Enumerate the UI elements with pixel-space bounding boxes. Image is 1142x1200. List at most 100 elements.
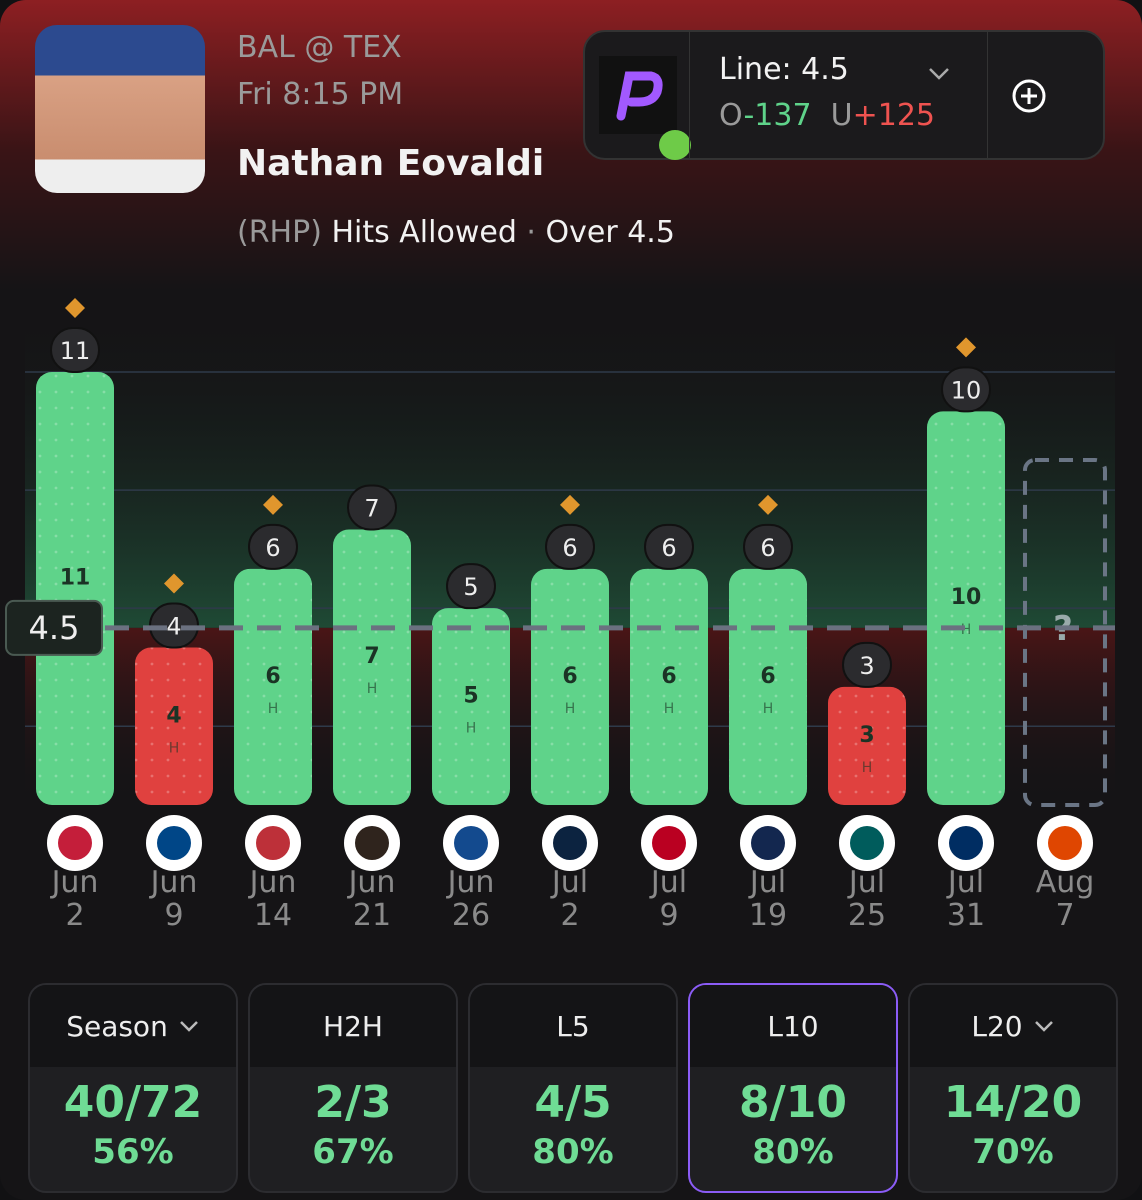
card-pct: 56% — [92, 1132, 174, 1172]
bar-texture — [36, 372, 114, 805]
over-odds[interactable]: -137 — [743, 98, 812, 133]
card-pct: 80% — [752, 1132, 834, 1172]
stat-card[interactable]: Season 40/72 56% — [28, 983, 238, 1193]
card-header: L20 — [910, 985, 1116, 1067]
card-label: L20 — [971, 1009, 1023, 1043]
bar-value: 11 — [60, 566, 91, 591]
chevron[interactable] — [1033, 1019, 1055, 1033]
x-tick-label: Jun 21 — [348, 865, 396, 933]
card-header: Season — [30, 985, 236, 1067]
value-badge — [842, 641, 892, 688]
x-tick-label: Aug 7 — [1035, 865, 1095, 933]
card-record: 2/3 — [314, 1077, 392, 1128]
bar-texture — [531, 568, 609, 805]
under-odds[interactable]: +125 — [852, 98, 935, 133]
badge-value: 3 — [859, 652, 874, 680]
flag-diamond — [164, 573, 184, 594]
bar-value: 3 — [859, 723, 874, 748]
bar-value: 6 — [265, 664, 280, 689]
card-label: Season — [66, 1009, 168, 1043]
team-logo-mark — [256, 826, 290, 860]
value-badge — [743, 523, 793, 570]
x-tick-label: Jun 9 — [150, 865, 198, 933]
bar-value: 10 — [951, 585, 982, 610]
bar-value: 5 — [463, 684, 478, 709]
x-tick-label: Jul 9 — [650, 865, 688, 933]
player-photo — [35, 25, 205, 193]
card-record: 8/10 — [739, 1077, 847, 1128]
value-badge — [941, 366, 991, 413]
pick: Over 4.5 — [545, 215, 675, 250]
bar-texture — [828, 686, 906, 805]
stat-card[interactable]: L5 4/5 80% — [468, 983, 678, 1193]
bar-texture — [729, 568, 807, 805]
card-header: L10 — [690, 985, 896, 1067]
badge-value: 7 — [364, 494, 379, 522]
card-record: 14/20 — [943, 1077, 1083, 1128]
bar-value: 6 — [661, 664, 676, 689]
position: (RHP) — [237, 215, 322, 250]
x-tick-label: Jul 31 — [946, 865, 986, 933]
stat-card[interactable]: H2H 2/3 67% — [248, 983, 458, 1193]
bar-value: 6 — [760, 664, 775, 689]
book-panel[interactable]: Line: 4.5 O-137 U+125 — [583, 30, 1105, 160]
team-logo-mark — [751, 826, 785, 860]
badge-value: 5 — [463, 573, 478, 601]
x-tick-label: Jul 19 — [748, 865, 788, 933]
bar-unit: H — [367, 681, 378, 697]
team-logo-mark — [157, 826, 191, 860]
team-logo-mark — [454, 826, 488, 860]
badge-value: 11 — [60, 337, 91, 365]
chevron[interactable] — [927, 66, 951, 82]
bar-texture — [234, 568, 312, 805]
stat: Hits Allowed — [331, 215, 517, 250]
x-tick-label: Jul 25 — [847, 865, 887, 933]
card-pct: 70% — [972, 1132, 1054, 1172]
stat-card[interactable]: L10 8/10 80% — [688, 983, 898, 1193]
x-tick-label: Jun 2 — [51, 865, 99, 933]
line-box — [5, 599, 103, 656]
value-badge — [347, 484, 397, 531]
line: Line: 4.5 — [719, 52, 849, 87]
badge-value: 10 — [951, 376, 982, 404]
bar-unit: H — [664, 701, 675, 717]
flag-diamond — [956, 337, 976, 358]
book-logo — [599, 56, 677, 134]
team-logo-mark — [1048, 826, 1082, 860]
pending-bar — [1023, 458, 1107, 807]
badge-value: 6 — [265, 534, 280, 562]
matchup: BAL @ TEX — [237, 30, 402, 65]
value-badge — [50, 327, 100, 373]
card-label: L5 — [556, 1009, 590, 1043]
card-record: 40/72 — [63, 1077, 203, 1128]
x-tick-label: Jul 2 — [551, 865, 589, 933]
bar-unit: H — [169, 740, 180, 756]
card-label: H2H — [323, 1009, 383, 1043]
under-label: U — [830, 98, 853, 133]
chevron[interactable] — [178, 1019, 200, 1033]
value-badge — [446, 563, 496, 610]
badge-value: 6 — [661, 534, 676, 562]
team-logo-mark — [553, 826, 587, 860]
bar-unit: H — [565, 701, 576, 717]
badge-value: 6 — [562, 534, 577, 562]
x-tick-label: Jun 14 — [249, 865, 297, 933]
odds: O-137 U+125 — [719, 98, 935, 133]
flag-diamond — [758, 494, 778, 515]
separator: · — [526, 215, 536, 250]
bar-texture — [333, 529, 411, 805]
bar-value: 7 — [364, 644, 379, 669]
card-label: L10 — [767, 1009, 819, 1043]
bar-texture — [135, 647, 213, 805]
game-time: Fri 8:15 PM — [237, 77, 404, 112]
stat-card[interactable]: L20 14/20 70% — [908, 983, 1118, 1193]
value-badge — [644, 523, 694, 570]
team-logo-mark — [355, 826, 389, 860]
chart: 11H114H46H67H75H56H66H66H63H310H10?4.5 — [5, 298, 1115, 871]
value-badge — [545, 523, 595, 570]
bar-unit: H — [961, 622, 972, 638]
flag-diamond — [263, 494, 283, 515]
add-button[interactable] — [1011, 78, 1047, 114]
devil-icon — [659, 130, 691, 160]
